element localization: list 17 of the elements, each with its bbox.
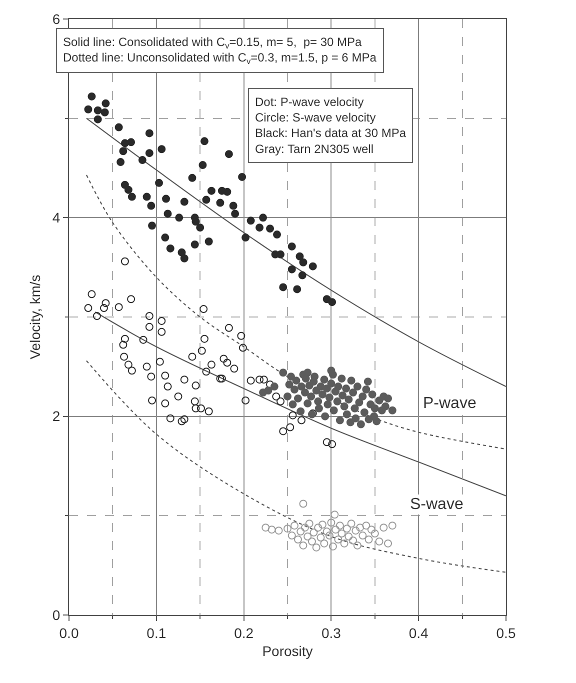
y-tick-label: 0: [52, 606, 60, 623]
x-axis-title: Porosity: [262, 643, 313, 660]
x-tick-label: 0.1: [146, 624, 166, 641]
annotation: Dot: P-wave velocity Circle: S-wave velocity Black: Han's data at 30 MPa Gray: Tarn 2N305 well: [255, 95, 406, 156]
y-tick-label: 4: [52, 210, 60, 226]
y-axis-title: Velocity, km/s: [27, 274, 44, 360]
annotation: P-wave: [423, 395, 476, 412]
x-tick-label: 0.3: [321, 624, 342, 641]
line-series: [86, 174, 506, 450]
y-tick-label: 6: [52, 10, 60, 27]
annotation: Solid line: Consolidated with C$_{v}$=0.15, m= 5, p= 30 MPa Dotted line: Unconsolidated with C$_{v}$=0.3, m=1.5, p = 6 MPa: [63, 35, 377, 66]
x-tick-label: 0.2: [234, 624, 254, 641]
x-tick-label: 0.5: [496, 624, 516, 641]
y-tick-label: 2: [52, 408, 60, 424]
x-tick-label: 0.0: [59, 624, 79, 641]
x-tick-label: 0.4: [408, 624, 429, 641]
annotation: S-wave: [410, 496, 464, 513]
